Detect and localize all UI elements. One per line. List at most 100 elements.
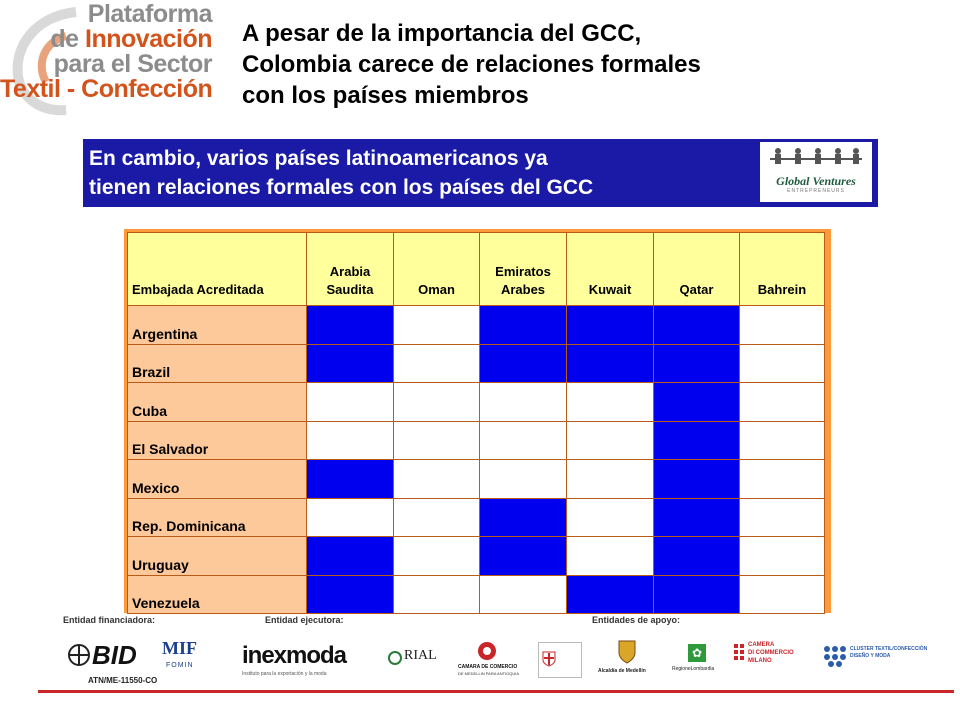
table-row: Uruguay — [127, 536, 825, 576]
relation-cell-off — [739, 420, 825, 460]
relation-cell-off — [479, 459, 567, 499]
relation-cell-off — [566, 536, 654, 576]
relation-cell-off — [739, 497, 825, 537]
global-ventures-sub: ENTREPRENEURS — [787, 188, 845, 194]
cluster-logo: CLUSTER TEXTIL/CONFECCIÓN DISEÑO Y MODA — [822, 642, 932, 672]
label-apoyo: Entidades de apoyo: — [592, 615, 681, 625]
global-ventures-logo: Global Ventures ENTREPRENEURS — [760, 142, 872, 202]
slide-title: A pesar de la importancia del GCC, Colom… — [242, 18, 952, 111]
relation-cell-on — [653, 343, 740, 383]
col-header-line1: Arabia — [329, 264, 371, 279]
relation-cell-on — [306, 459, 394, 499]
col-header-line2: Kuwait — [588, 282, 632, 297]
camara-emblem-icon — [478, 642, 496, 660]
row-label: Rep. Dominicana — [127, 497, 307, 537]
global-ventures-name: Global Ventures — [776, 174, 856, 188]
subtitle-banner: En cambio, varios países latinoamericano… — [83, 139, 878, 207]
row-label: Cuba — [127, 382, 307, 422]
logo-line-2: de Innovación — [0, 27, 220, 52]
relation-cell-on — [653, 420, 740, 460]
col-header-arabia-saudita: Arabia Saudita — [306, 232, 394, 306]
bid-logo: BID — [68, 640, 148, 670]
cross-crest-icon — [542, 651, 556, 667]
relation-cell-off — [479, 574, 567, 614]
table-row: Argentina — [127, 305, 825, 345]
relation-cell-off — [393, 305, 480, 345]
col-header-emiratos-arabes: Emiratos Arabes — [479, 232, 567, 306]
camera-milano-line1: CAMERA — [748, 642, 775, 648]
title-line-1: A pesar de la importancia del GCC, — [242, 20, 642, 47]
table-row: Cuba — [127, 382, 825, 422]
relation-cell-off — [479, 420, 567, 460]
logo-line-4: Textil - Confección — [0, 75, 213, 103]
atn-code: ATN/ME-11550-CO — [88, 676, 158, 685]
corner-header: Embajada Acreditada — [127, 232, 307, 306]
swirl-logo-icon — [12, 7, 77, 116]
rial-logo: RIAL — [388, 648, 448, 674]
relation-cell-off — [306, 497, 394, 537]
title-line-3: con los países miembros — [242, 82, 529, 109]
col-header-qatar: Qatar — [653, 232, 740, 306]
row-label: Venezuela — [127, 574, 307, 614]
relation-cell-on — [653, 382, 740, 422]
relation-cell-on — [479, 497, 567, 537]
camara-text: CAMARA DE COMERCIO — [458, 664, 518, 670]
relation-cell-off — [393, 420, 480, 460]
banner-line-1: En cambio, varios países latinoamericano… — [89, 147, 548, 170]
relation-cell-on — [306, 574, 394, 614]
relation-cell-off — [306, 382, 394, 422]
relation-cell-on — [479, 305, 567, 345]
col-header-kuwait: Kuwait — [566, 232, 654, 306]
table-row: Venezuela — [127, 574, 825, 614]
relation-cell-on — [653, 459, 740, 499]
mif-text: MIF — [162, 638, 197, 658]
shield-icon — [618, 640, 636, 664]
alcaldia-text: Alcaldía de Medellín — [598, 668, 646, 674]
relation-cell-off — [739, 343, 825, 383]
cluster-text: CLUSTER TEXTIL/CONFECCIÓN DISEÑO Y MODA — [850, 646, 928, 659]
globe-icon — [68, 644, 90, 666]
relation-cell-off — [739, 305, 825, 345]
header-row: Embajada Acreditada Arabia Saudita Oman E… — [127, 232, 825, 306]
banner-text: En cambio, varios países latinoamericano… — [89, 144, 593, 202]
relation-cell-off — [739, 382, 825, 422]
row-label: Argentina — [127, 305, 307, 345]
relation-cell-on — [306, 536, 394, 576]
relation-cell-off — [566, 382, 654, 422]
row-label: Mexico — [127, 459, 307, 499]
relation-cell-on — [566, 343, 654, 383]
relation-cell-on — [566, 305, 654, 345]
alcaldia-logo: Alcaldía de Medellín — [598, 640, 658, 680]
embassy-table: Embajada Acreditada Arabia Saudita Oman E… — [127, 232, 825, 614]
relation-cell-off — [566, 459, 654, 499]
relation-cell-off — [739, 536, 825, 576]
title-line-2: Colombia carece de relaciones formales — [242, 51, 701, 78]
logo-line-1: Plataforma — [87, 0, 213, 28]
inexmoda-text: inexmoda — [242, 642, 347, 669]
row-label: El Salvador — [127, 420, 307, 460]
row-label: Brazil — [127, 343, 307, 383]
col-header-line2: Arabes — [500, 282, 546, 297]
rial-swoosh-icon — [388, 651, 402, 665]
camera-milano-line3: MILANO — [748, 658, 772, 664]
relation-cell-on — [653, 497, 740, 537]
relation-cell-on — [306, 305, 394, 345]
relation-cell-off — [739, 459, 825, 499]
col-header-oman: Oman — [393, 232, 480, 306]
mif-sub: FOMIN — [166, 662, 194, 669]
bid-text: BID — [92, 640, 137, 670]
cluster-dots-icon — [824, 646, 846, 667]
label-ejecutora: Entidad ejecutora: — [265, 615, 344, 625]
regione-lombardia-logo: ✿ RegioneLombardia — [672, 644, 724, 680]
col-header-line2: Qatar — [679, 282, 714, 297]
camera-milano-line2: DI COMMERCIO — [748, 650, 794, 656]
regione-text: RegioneLombardia — [672, 666, 715, 672]
milano-crest-logo — [538, 642, 582, 678]
camera-grid-icon — [734, 644, 744, 660]
logo-line-2-highlight: Innovación — [85, 25, 212, 53]
embassy-table-frame: Embajada Acreditada Arabia Saudita Oman E… — [124, 229, 831, 614]
camara-sub: DE MEDELLIN PARA ANTIOQUIA — [458, 671, 520, 676]
table-row: Brazil — [127, 343, 825, 383]
col-header-line2: Oman — [418, 282, 455, 297]
col-header-bahrein: Bahrein — [739, 232, 825, 306]
